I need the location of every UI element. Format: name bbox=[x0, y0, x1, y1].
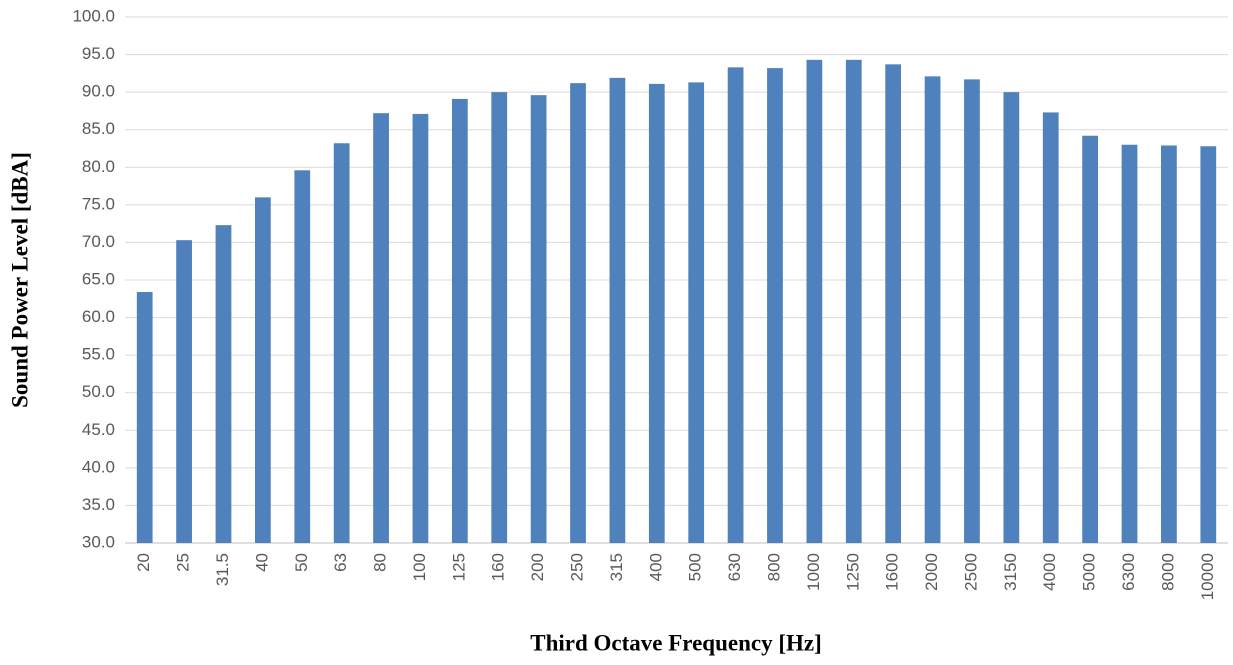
bar bbox=[648, 83, 665, 544]
bar bbox=[176, 240, 192, 543]
bar bbox=[806, 59, 823, 544]
x-tick-label: 630 bbox=[725, 553, 744, 581]
x-tick-label: 6300 bbox=[1119, 553, 1138, 591]
bar bbox=[373, 113, 389, 543]
bar bbox=[609, 77, 626, 543]
bar bbox=[964, 79, 980, 544]
y-tick-label: 65.0 bbox=[82, 269, 115, 288]
x-tick-label: 40 bbox=[252, 553, 271, 572]
y-tick-label: 95.0 bbox=[82, 44, 115, 63]
bar bbox=[333, 143, 350, 544]
x-tick-label: 4000 bbox=[1040, 553, 1059, 591]
bar bbox=[845, 59, 862, 544]
x-tick-label: 1600 bbox=[883, 553, 902, 591]
y-tick-label: 55.0 bbox=[82, 345, 115, 364]
x-tick-label: 1250 bbox=[843, 553, 862, 591]
x-tick-label: 800 bbox=[764, 553, 783, 581]
y-tick-label: 80.0 bbox=[82, 157, 115, 176]
x-tick-label: 80 bbox=[371, 553, 390, 572]
x-tick-label: 5000 bbox=[1080, 553, 1099, 591]
bar bbox=[885, 64, 902, 543]
x-tick-label: 1000 bbox=[804, 553, 823, 591]
y-tick-label: 70.0 bbox=[82, 232, 115, 251]
bar bbox=[767, 68, 783, 544]
x-tick-label: 2000 bbox=[922, 553, 941, 591]
y-tick-label: 60.0 bbox=[82, 307, 115, 326]
x-tick-label: 8000 bbox=[1158, 553, 1177, 591]
y-tick-label: 30.0 bbox=[82, 532, 115, 551]
y-axis-title: Sound Power Level [dBA] bbox=[7, 152, 32, 408]
x-tick-label: 200 bbox=[528, 553, 547, 581]
bar bbox=[451, 98, 468, 544]
x-tick-label: 31.5 bbox=[213, 553, 232, 586]
x-tick-label: 3150 bbox=[1001, 553, 1020, 591]
x-tick-label: 400 bbox=[646, 553, 665, 581]
bar bbox=[1042, 112, 1059, 543]
bar bbox=[924, 76, 941, 543]
y-tick-label: 35.0 bbox=[82, 495, 115, 514]
bar bbox=[1003, 92, 1020, 544]
x-tick-label: 63 bbox=[331, 553, 350, 572]
bar bbox=[136, 292, 153, 543]
bar bbox=[1082, 135, 1099, 543]
bar bbox=[727, 67, 744, 544]
bar bbox=[530, 95, 547, 544]
y-tick-label: 90.0 bbox=[82, 82, 115, 101]
bar bbox=[412, 113, 429, 543]
x-tick-label: 100 bbox=[410, 553, 429, 581]
x-tick-label: 2500 bbox=[961, 553, 980, 591]
y-tick-label: 50.0 bbox=[82, 382, 115, 401]
x-tick-label: 50 bbox=[292, 553, 311, 572]
bar bbox=[491, 92, 508, 544]
y-tick-label: 85.0 bbox=[82, 119, 115, 138]
x-axis-title: Third Octave Frequency [Hz] bbox=[530, 630, 822, 655]
x-tick-label: 500 bbox=[686, 553, 705, 581]
x-tick-label: 10000 bbox=[1198, 553, 1217, 600]
bar bbox=[570, 83, 586, 543]
bar bbox=[215, 225, 232, 543]
x-tick-label: 125 bbox=[449, 553, 468, 581]
x-tick-label: 250 bbox=[568, 553, 587, 581]
bar bbox=[254, 197, 271, 544]
bar bbox=[294, 170, 311, 543]
y-tick-label: 45.0 bbox=[82, 420, 115, 439]
bar bbox=[1161, 145, 1177, 543]
x-tick-label: 315 bbox=[607, 553, 626, 581]
y-tick-label: 100.0 bbox=[72, 6, 115, 25]
bar bbox=[1121, 144, 1138, 543]
x-tick-label: 20 bbox=[134, 553, 153, 572]
bar bbox=[688, 82, 705, 544]
y-tick-label: 40.0 bbox=[82, 457, 115, 476]
y-tick-label: 75.0 bbox=[82, 194, 115, 213]
x-tick-label: 25 bbox=[174, 553, 193, 572]
bar bbox=[1200, 146, 1217, 543]
x-tick-label: 160 bbox=[489, 553, 508, 581]
